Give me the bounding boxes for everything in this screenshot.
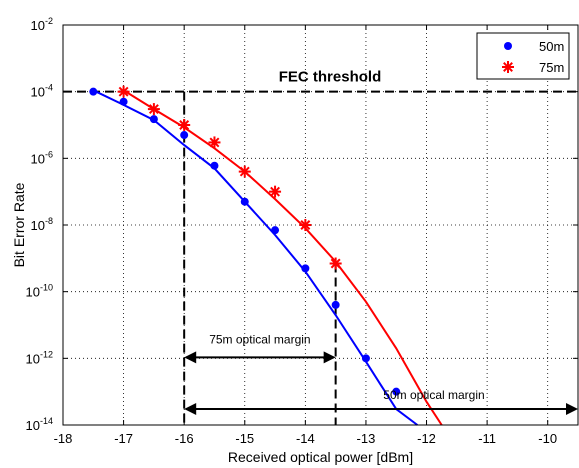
marker-75m <box>117 85 130 98</box>
marker-50m <box>331 300 340 309</box>
star-stroke <box>270 186 281 197</box>
marker-50m <box>119 97 128 106</box>
star-stroke <box>118 86 129 97</box>
x-tick-label: -14 <box>296 431 315 446</box>
legend-marker-50m <box>504 42 512 50</box>
marker-75m <box>329 257 342 270</box>
star-stroke <box>209 137 220 148</box>
x-axis-label: Received optical power [dBm] <box>228 449 413 465</box>
y-tick-label: 10-10 <box>26 283 53 300</box>
x-tick-label: -17 <box>114 431 133 446</box>
arrow-50m-margin <box>184 403 578 415</box>
marker-75m <box>208 136 221 149</box>
marker-50m <box>149 115 158 124</box>
marker-75m <box>269 185 282 198</box>
legend-marker-75m <box>502 61 514 73</box>
arrow-head-right <box>323 351 336 364</box>
fit-curves <box>92 89 443 426</box>
marker-50m <box>271 226 280 235</box>
star-stroke <box>330 258 341 269</box>
marker-50m <box>392 387 401 396</box>
y-tick-label: 10-12 <box>26 349 53 366</box>
axis-ticks: -18 -17 -16 -15 -14 -13 -12 -11 -10 10-14 10-12 10-… <box>26 16 578 446</box>
marker-50m <box>89 87 98 96</box>
fit-curve-50m <box>92 89 418 426</box>
margin-75m-label: 75m optical margin <box>209 332 310 346</box>
x-tick-label: -16 <box>175 431 194 446</box>
legend-box <box>476 32 570 80</box>
annotations: FEC threshold 75m optical margin 50m optic… <box>184 69 578 415</box>
margin-50m-label: 50m optical margin <box>383 388 484 402</box>
y-tick-label: 10-4 <box>31 83 53 100</box>
x-tick-label: -12 <box>417 431 436 446</box>
y-tick-label: 10-14 <box>26 416 53 433</box>
star-stroke <box>239 166 250 177</box>
arrow-head-left <box>184 403 197 415</box>
legend-label-50m: 50m <box>539 39 564 54</box>
x-tick-label: -10 <box>538 431 557 446</box>
arrow-head-left <box>184 351 197 364</box>
y-tick-label: 10-8 <box>31 216 53 233</box>
marker-75m <box>147 103 160 116</box>
star-stroke <box>179 120 190 130</box>
x-tick-label: -18 <box>54 431 73 446</box>
y-axis-label: Bit Error Rate <box>11 182 27 267</box>
marker-50m <box>180 131 189 140</box>
fit-curve-75m <box>123 89 443 426</box>
marker-75m <box>178 119 191 131</box>
y-tick-label: 10-2 <box>31 16 53 33</box>
x-tick-label: -13 <box>357 431 376 446</box>
marker-50m <box>240 197 249 206</box>
threshold-lines <box>63 90 578 425</box>
x-tick-label: -11 <box>478 431 496 446</box>
legend-label-75m: 75m <box>539 60 564 75</box>
y-tick-label: 10-6 <box>31 149 53 166</box>
arrow-75m-margin <box>184 351 336 364</box>
marker-75m <box>238 165 251 178</box>
star-stroke <box>503 62 513 72</box>
star-stroke <box>300 220 311 230</box>
marker-50m <box>210 161 219 170</box>
data-markers <box>89 85 401 396</box>
fec-threshold-label: FEC threshold <box>279 69 382 86</box>
x-tick-label: -15 <box>235 431 254 446</box>
star-stroke <box>148 104 159 115</box>
marker-50m <box>301 264 310 273</box>
arrow-head-right <box>566 403 578 415</box>
marker-75m <box>299 219 312 231</box>
marker-50m <box>361 354 370 363</box>
